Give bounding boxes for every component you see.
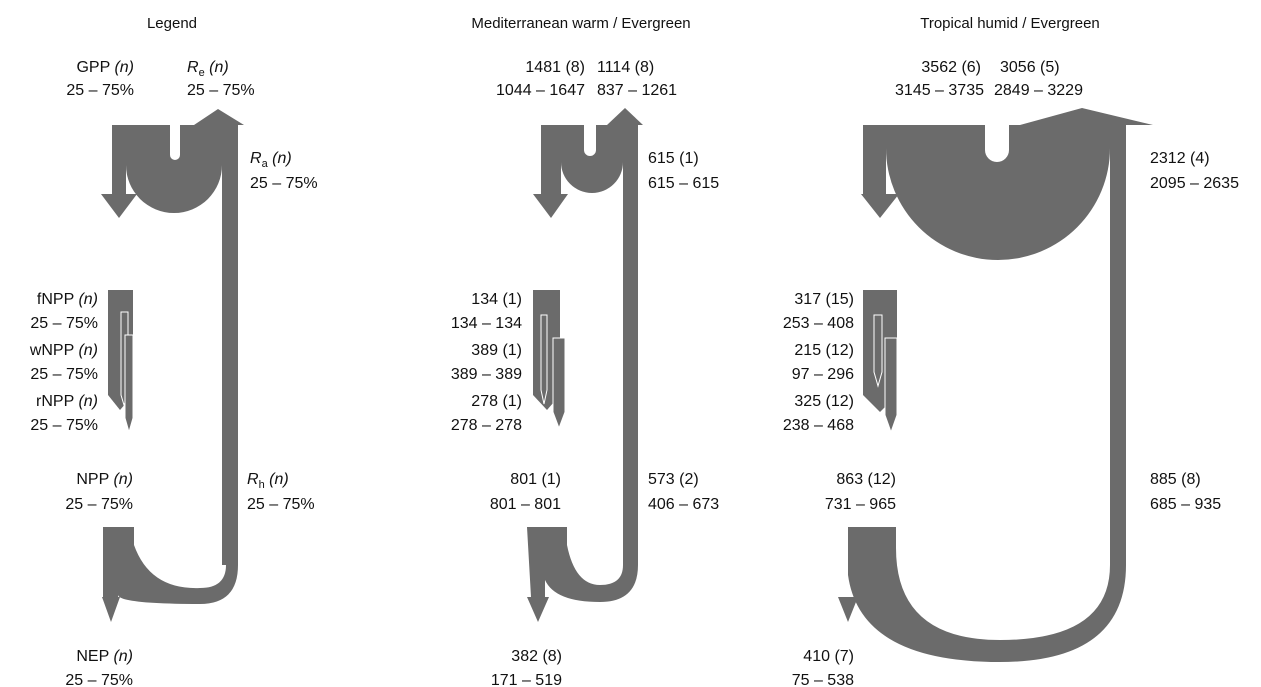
tropical-rnpp-arrow — [884, 337, 898, 434]
mediterranean-rnpp-label: 278 (1) 278 – 278 — [451, 393, 522, 434]
svg-text:801 – 801: 801 – 801 — [490, 496, 561, 513]
svg-text:215 (12): 215 (12) — [794, 342, 854, 359]
mediterranean-gpp-ra-re-flow — [533, 108, 643, 565]
svg-text:1114 (8): 1114 (8) — [597, 59, 654, 76]
tropical-gpp-label: 3562 (6) 3145 – 3735 — [895, 59, 984, 99]
svg-text:25 – 75%: 25 – 75% — [250, 175, 318, 192]
legend-rnpp-label: rNPP (n) 25 – 75% — [30, 393, 98, 434]
mediterranean-nep-label: 382 (8) 171 – 519 — [491, 648, 562, 687]
mediterranean-wnpp-label: 389 (1) 389 – 389 — [451, 342, 522, 383]
tropical-rnpp-label: 325 (12) 238 – 468 — [783, 393, 854, 434]
svg-text:NEP (n): NEP (n) — [76, 648, 133, 665]
svg-text:171 – 519: 171 – 519 — [491, 672, 562, 687]
tropical-title: Tropical humid / Evergreen — [920, 15, 1100, 32]
legend-re-label: Re (n) 25 – 75% — [187, 59, 255, 99]
mediterranean-ra-label: 615 (1) 615 – 615 — [648, 150, 719, 192]
tropical-wnpp-arrow — [873, 314, 883, 388]
svg-text:325 (12): 325 (12) — [794, 393, 854, 410]
svg-text:Rh (n): Rh (n) — [247, 471, 289, 491]
tropical-rh-label: 885 (8) 685 – 935 — [1150, 471, 1221, 513]
legend-panel: Legend GPP (n) 25 – 75% Re (n) 25 – 75% … — [29, 15, 318, 687]
svg-text:2095 – 2635: 2095 – 2635 — [1150, 175, 1239, 192]
svg-text:685 – 935: 685 – 935 — [1150, 496, 1221, 513]
svg-text:615 (1): 615 (1) — [648, 150, 699, 167]
tropical-nep-label: 410 (7) 75 – 538 — [792, 648, 854, 687]
svg-text:801 (1): 801 (1) — [510, 471, 561, 488]
svg-text:25 – 75%: 25 – 75% — [187, 82, 255, 99]
mediterranean-wnpp-arrow — [540, 314, 548, 405]
tropical-wnpp-label: 215 (12) 97 – 296 — [792, 342, 854, 383]
svg-text:278 – 278: 278 – 278 — [451, 417, 522, 434]
tropical-gpp-ra-re-flow — [861, 108, 1153, 565]
legend-npp-rh-nep-flow — [102, 527, 238, 622]
svg-text:GPP (n): GPP (n) — [76, 59, 134, 76]
svg-text:389 (1): 389 (1) — [471, 342, 522, 359]
tropical-fnpp-label: 317 (15) 253 – 408 — [783, 291, 854, 332]
svg-text:317 (15): 317 (15) — [794, 291, 854, 308]
legend-gpp-ra-re-flow — [101, 109, 244, 565]
legend-npp-label: NPP (n) 25 – 75% — [65, 471, 133, 513]
mediterranean-title: Mediterranean warm / Evergreen — [471, 15, 690, 32]
svg-text:253 – 408: 253 – 408 — [783, 315, 854, 332]
svg-text:573 (2): 573 (2) — [648, 471, 699, 488]
svg-text:410 (7): 410 (7) — [803, 648, 854, 665]
mediterranean-re-label: 1114 (8) 837 – 1261 — [597, 59, 677, 99]
svg-text:Re (n): Re (n) — [187, 59, 229, 79]
legend-wnpp-label: wNPP (n) 25 – 75% — [29, 342, 98, 383]
legend-rh-label: Rh (n) 25 – 75% — [247, 471, 315, 513]
svg-text:382 (8): 382 (8) — [511, 648, 562, 665]
svg-text:25 – 75%: 25 – 75% — [66, 82, 134, 99]
mediterranean-rnpp-arrow — [552, 337, 566, 430]
svg-text:Ra (n): Ra (n) — [250, 150, 292, 170]
svg-text:2312 (4): 2312 (4) — [1150, 150, 1210, 167]
svg-text:NPP (n): NPP (n) — [76, 471, 133, 488]
svg-text:75 – 538: 75 – 538 — [792, 672, 854, 687]
tropical-re-label: 3056 (5) 2849 – 3229 — [994, 59, 1083, 99]
tropical-panel: Tropical humid / Evergreen 3562 (6) 3145… — [783, 15, 1239, 687]
svg-text:25 – 75%: 25 – 75% — [30, 366, 98, 383]
svg-text:615 – 615: 615 – 615 — [648, 175, 719, 192]
legend-ra-label: Ra (n) 25 – 75% — [250, 150, 318, 192]
tropical-ra-label: 2312 (4) 2095 – 2635 — [1150, 150, 1239, 192]
mediterranean-npp-label: 801 (1) 801 – 801 — [490, 471, 561, 513]
legend-rnpp-arrow — [124, 334, 134, 434]
mediterranean-npp-rh-nep-flow — [527, 527, 638, 622]
svg-text:25 – 75%: 25 – 75% — [247, 496, 315, 513]
svg-text:1481 (8): 1481 (8) — [525, 59, 585, 76]
svg-text:wNPP (n): wNPP (n) — [29, 342, 98, 359]
svg-text:837 – 1261: 837 – 1261 — [597, 82, 677, 99]
svg-text:25 – 75%: 25 – 75% — [30, 417, 98, 434]
svg-text:25 – 75%: 25 – 75% — [30, 315, 98, 332]
svg-text:25 – 75%: 25 – 75% — [65, 672, 133, 687]
svg-text:863 (12): 863 (12) — [836, 471, 896, 488]
svg-text:3056 (5): 3056 (5) — [1000, 59, 1060, 76]
mediterranean-fnpp-label: 134 (1) 134 – 134 — [451, 291, 522, 332]
svg-text:3145 – 3735: 3145 – 3735 — [895, 82, 984, 99]
svg-text:389 – 389: 389 – 389 — [451, 366, 522, 383]
legend-nep-label: NEP (n) 25 – 75% — [65, 648, 133, 687]
legend-gpp-label: GPP (n) 25 – 75% — [66, 59, 134, 99]
svg-text:97 – 296: 97 – 296 — [792, 366, 854, 383]
svg-text:1044 – 1647: 1044 – 1647 — [496, 82, 585, 99]
svg-text:134 (1): 134 (1) — [471, 291, 522, 308]
mediterranean-gpp-label: 1481 (8) 1044 – 1647 — [496, 59, 585, 99]
svg-text:885 (8): 885 (8) — [1150, 471, 1201, 488]
tropical-npp-label: 863 (12) 731 – 965 — [825, 471, 896, 513]
mediterranean-rh-label: 573 (2) 406 – 673 — [648, 471, 719, 513]
svg-text:134 – 134: 134 – 134 — [451, 315, 522, 332]
svg-text:2849 – 3229: 2849 – 3229 — [994, 82, 1083, 99]
svg-text:fNPP (n): fNPP (n) — [37, 291, 98, 308]
legend-fnpp-label: fNPP (n) 25 – 75% — [30, 291, 98, 332]
legend-title: Legend — [147, 15, 197, 32]
tropical-npp-rh-nep-flow — [838, 527, 1126, 662]
svg-text:731 – 965: 731 – 965 — [825, 496, 896, 513]
svg-text:3562 (6): 3562 (6) — [921, 59, 981, 76]
svg-text:238 – 468: 238 – 468 — [783, 417, 854, 434]
svg-text:25 – 75%: 25 – 75% — [65, 496, 133, 513]
svg-text:406 – 673: 406 – 673 — [648, 496, 719, 513]
mediterranean-panel: Mediterranean warm / Evergreen 1481 (8) … — [451, 15, 719, 687]
svg-text:278 (1): 278 (1) — [471, 393, 522, 410]
svg-text:rNPP (n): rNPP (n) — [36, 393, 98, 410]
